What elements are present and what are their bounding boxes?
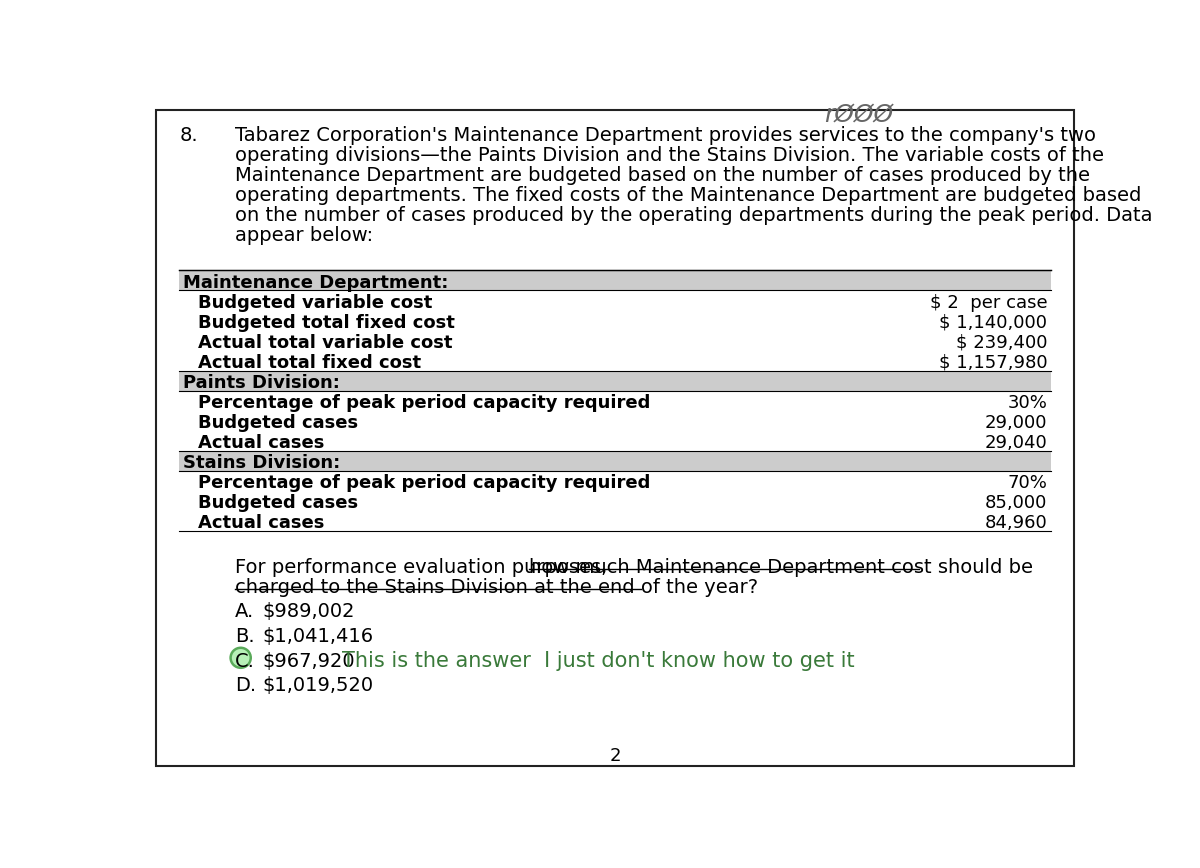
Text: charged to the Stains Division at the end of the year?: charged to the Stains Division at the en… bbox=[235, 578, 758, 596]
Text: $1,041,416: $1,041,416 bbox=[263, 627, 373, 646]
Text: 2: 2 bbox=[610, 746, 620, 765]
Text: A.: A. bbox=[235, 602, 254, 621]
Text: 85,000: 85,000 bbox=[985, 494, 1048, 512]
Text: $989,002: $989,002 bbox=[263, 602, 355, 621]
Text: Paints Division:: Paints Division: bbox=[182, 373, 340, 391]
Text: rØØØ: rØØØ bbox=[824, 102, 893, 126]
Text: 29,040: 29,040 bbox=[985, 434, 1048, 451]
Bar bbox=[180, 371, 1050, 391]
Text: C.: C. bbox=[235, 652, 256, 671]
Text: $ 1,157,980: $ 1,157,980 bbox=[938, 353, 1048, 372]
Text: Budgeted cases: Budgeted cases bbox=[198, 414, 358, 431]
Text: For performance evaluation purposes,: For performance evaluation purposes, bbox=[235, 558, 613, 576]
Text: Actual cases: Actual cases bbox=[198, 514, 324, 532]
Circle shape bbox=[230, 648, 251, 667]
Text: Budgeted cases: Budgeted cases bbox=[198, 494, 358, 512]
Text: on the number of cases produced by the operating departments during the peak per: on the number of cases produced by the o… bbox=[235, 206, 1153, 225]
Text: 84,960: 84,960 bbox=[985, 514, 1048, 532]
Text: Maintenance Department are budgeted based on the number of cases produced by the: Maintenance Department are budgeted base… bbox=[235, 166, 1091, 185]
Text: 29,000: 29,000 bbox=[985, 414, 1048, 431]
Text: $ 2  per case: $ 2 per case bbox=[930, 293, 1048, 312]
Text: This is the answer  I just don't know how to get it: This is the answer I just don't know how… bbox=[342, 651, 854, 671]
Text: Maintenance Department:: Maintenance Department: bbox=[182, 273, 448, 292]
Text: Budgeted total fixed cost: Budgeted total fixed cost bbox=[198, 313, 455, 332]
Text: appear below:: appear below: bbox=[235, 226, 373, 245]
Text: Actual total variable cost: Actual total variable cost bbox=[198, 333, 452, 352]
Text: $ 1,140,000: $ 1,140,000 bbox=[940, 313, 1048, 332]
Bar bbox=[180, 450, 1050, 470]
Text: 70%: 70% bbox=[1008, 474, 1048, 492]
Text: operating divisions—the Paints Division and the Stains Division. The variable co: operating divisions—the Paints Division … bbox=[235, 146, 1104, 165]
Bar bbox=[180, 271, 1050, 291]
Text: $ 239,400: $ 239,400 bbox=[956, 333, 1048, 352]
Text: how much Maintenance Department cost should be: how much Maintenance Department cost sho… bbox=[528, 558, 1032, 576]
Text: 30%: 30% bbox=[1008, 394, 1048, 411]
Text: operating departments. The fixed costs of the Maintenance Department are budgete: operating departments. The fixed costs o… bbox=[235, 186, 1141, 205]
Text: $1,019,520: $1,019,520 bbox=[263, 676, 373, 695]
Text: Actual cases: Actual cases bbox=[198, 434, 324, 451]
Text: Actual total fixed cost: Actual total fixed cost bbox=[198, 353, 421, 372]
Text: $967,920: $967,920 bbox=[263, 652, 355, 671]
Text: Tabarez Corporation's Maintenance Department provides services to the company's : Tabarez Corporation's Maintenance Depart… bbox=[235, 126, 1097, 145]
Text: Budgeted variable cost: Budgeted variable cost bbox=[198, 293, 432, 312]
Text: 8.: 8. bbox=[180, 126, 198, 145]
Text: Stains Division:: Stains Division: bbox=[182, 454, 340, 471]
Text: Percentage of peak period capacity required: Percentage of peak period capacity requi… bbox=[198, 474, 650, 492]
Text: Percentage of peak period capacity required: Percentage of peak period capacity requi… bbox=[198, 394, 650, 411]
Text: D.: D. bbox=[235, 676, 257, 695]
Text: B.: B. bbox=[235, 627, 254, 646]
